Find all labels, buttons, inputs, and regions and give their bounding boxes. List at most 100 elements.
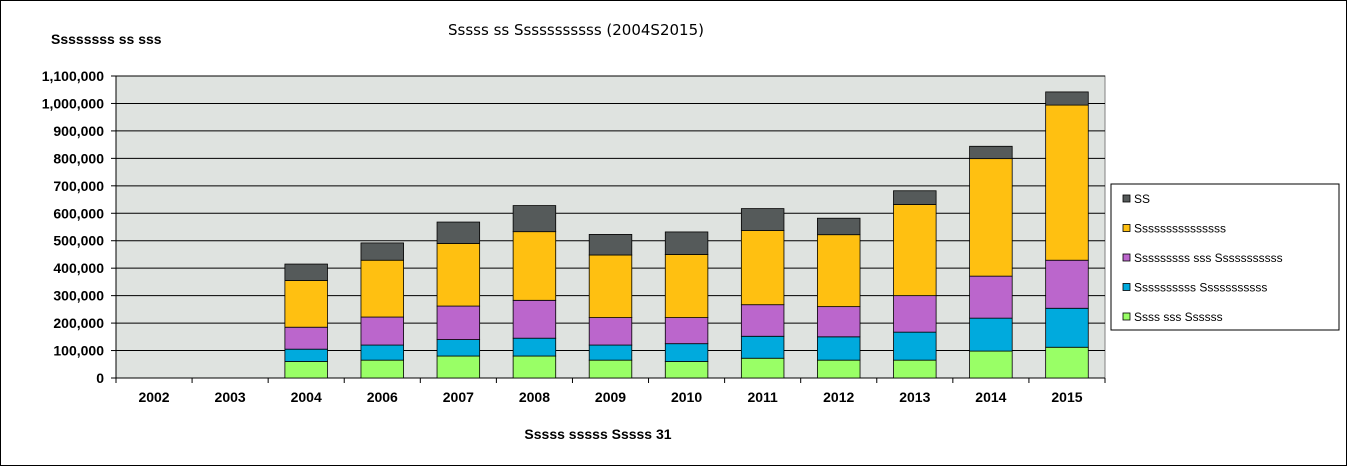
- bar-segment: [284, 263, 328, 281]
- bar-segment: [893, 331, 937, 361]
- y-tick-label: 500,000: [53, 233, 104, 249]
- bar-segment: [1045, 307, 1089, 348]
- bar-segment: [588, 344, 633, 361]
- bar-segment: [436, 339, 481, 357]
- y-tick-label: 800,000: [53, 150, 104, 166]
- bar-segment: [893, 190, 937, 205]
- y-tick-label: 1,100,000: [42, 68, 104, 84]
- x-tick-label: 2015: [1051, 389, 1082, 405]
- legend-swatch: [1122, 253, 1131, 262]
- bar-segment: [360, 344, 404, 361]
- bar-segment: [284, 280, 328, 328]
- bar-segment: [817, 336, 861, 361]
- bar-segment: [512, 231, 557, 301]
- bar-segment: [284, 348, 328, 362]
- bar-segment: [740, 230, 785, 306]
- x-tick-label: 2004: [291, 389, 322, 405]
- bar-segment: [588, 317, 633, 346]
- bar-segment: [436, 305, 481, 340]
- x-tick-label: 2007: [443, 389, 474, 405]
- legend-label: Ssssssssss Sssssssssss: [1134, 281, 1267, 295]
- y-axis-title: Ssssssss ss sss: [51, 31, 162, 47]
- bar-segment: [284, 361, 328, 379]
- legend-label: SS: [1134, 192, 1150, 206]
- bar-segment: [512, 205, 557, 233]
- bar-segment: [664, 361, 709, 379]
- y-tick-label: 0: [96, 370, 104, 386]
- y-tick-label: 400,000: [53, 260, 104, 276]
- x-tick-label: 2014: [975, 389, 1006, 405]
- bar-segment: [893, 359, 937, 379]
- bar-segment: [817, 359, 861, 379]
- bar-segment: [512, 355, 557, 379]
- legend-swatch: [1122, 194, 1131, 203]
- legend-swatch: [1122, 224, 1131, 232]
- bar-segment: [664, 231, 709, 255]
- bar-segment: [512, 337, 557, 357]
- bar-segment: [969, 275, 1013, 319]
- bar-segment: [969, 145, 1013, 160]
- bar-segment: [893, 295, 937, 333]
- legend-label: Sssssssss sss Sssssssssss: [1134, 251, 1283, 265]
- y-tick-label: 1,000,000: [42, 95, 104, 111]
- bar-segment: [740, 357, 785, 379]
- bar-segment: [740, 304, 785, 337]
- x-axis-title: Sssss sssss Sssss 31: [524, 426, 671, 442]
- bar-segment: [817, 234, 861, 308]
- legend-label: Ssss sss Ssssss: [1134, 310, 1223, 324]
- x-axis-ticks: 2002 2003 2004 2006 2007 2008 2009 2010 2011 2012…: [115, 378, 1106, 405]
- bar-segment: [1045, 91, 1089, 106]
- legend-swatch: [1122, 312, 1131, 321]
- bar-segment: [969, 350, 1013, 379]
- gridlines: [116, 75, 1105, 352]
- bar-segment: [1045, 346, 1089, 379]
- legend-box: [1110, 183, 1340, 331]
- bar-segment: [664, 343, 709, 362]
- chart-title: Sssss ss Sssssssssss (2004S2015): [448, 21, 704, 39]
- x-tick-label: 2010: [671, 389, 702, 405]
- y-tick-label: 200,000: [53, 315, 104, 331]
- y-tick-label: 100,000: [53, 343, 104, 359]
- bar-segment: [893, 204, 937, 297]
- y-tick-label: 900,000: [53, 123, 104, 139]
- x-tick-label: 2002: [138, 389, 169, 405]
- bars: [284, 91, 1089, 379]
- bar-segment: [360, 359, 404, 379]
- x-tick-label: 2013: [899, 389, 930, 405]
- x-tick-label: 2008: [519, 389, 550, 405]
- legend-swatch: [1122, 283, 1131, 291]
- y-tick-label: 300,000: [53, 288, 104, 304]
- bar-segment: [512, 299, 557, 339]
- bar-segment: [360, 242, 404, 261]
- bar-segment: [588, 359, 633, 379]
- bar-segment: [740, 335, 785, 359]
- bar-segment: [1045, 259, 1089, 309]
- bar-segment: [817, 306, 861, 338]
- y-tick-label: 700,000: [53, 178, 104, 194]
- bar-segment: [284, 326, 328, 350]
- bar-segment: [817, 217, 861, 236]
- y-tick-label: 600,000: [53, 205, 104, 221]
- x-tick-label: 2009: [595, 389, 626, 405]
- legend: SS Sssssssssssssss Sssssssss sss Sssssssss…: [1110, 183, 1340, 331]
- bar-segment: [969, 317, 1013, 352]
- bar-segment: [664, 254, 709, 318]
- bar-segment: [588, 234, 633, 256]
- x-tick-label: 2012: [823, 389, 854, 405]
- bar-segment: [436, 221, 481, 244]
- bar-segment: [1045, 104, 1089, 261]
- bar-segment: [360, 259, 404, 318]
- bar-segment: [740, 208, 785, 231]
- bar-segment: [360, 316, 404, 346]
- bar-segment: [588, 254, 633, 318]
- bar-segment: [436, 243, 481, 307]
- legend-label: Sssssssssssssss: [1134, 222, 1226, 236]
- x-tick-label: 2011: [747, 389, 778, 405]
- x-tick-label: 2006: [367, 389, 398, 405]
- bar-segment: [664, 317, 709, 345]
- bar-segment: [969, 158, 1013, 277]
- bar-segment: [436, 355, 481, 379]
- x-tick-label: 2003: [215, 389, 246, 405]
